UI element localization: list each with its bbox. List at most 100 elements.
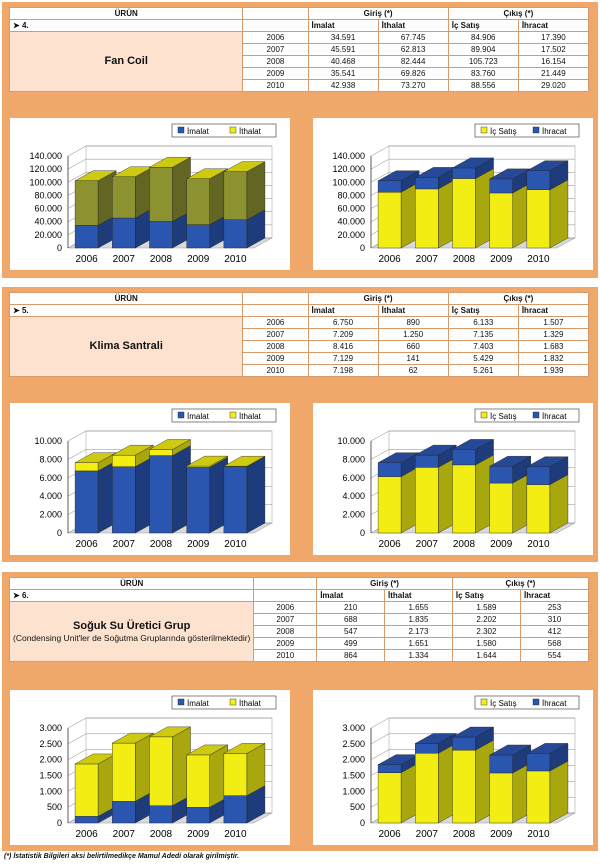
value-cell: 7.209 bbox=[307, 328, 379, 341]
y-tick-label: 1.500 bbox=[39, 771, 62, 781]
y-tick-label: 100.000 bbox=[332, 177, 365, 187]
chart-box: 0 2.000 4.000 6.000 8.000 10.000 2006 2007 2008 2… bbox=[313, 403, 593, 555]
gridline bbox=[370, 430, 575, 442]
value-cell: 1.832 bbox=[517, 352, 590, 365]
y-tick-label: 60.000 bbox=[34, 204, 62, 214]
legend-label: İthalat bbox=[239, 699, 262, 708]
bar-segment bbox=[111, 166, 155, 219]
legend-label: İç Satış bbox=[490, 127, 517, 136]
value-cell: 5.429 bbox=[447, 352, 519, 365]
y-tick-label: 6.000 bbox=[39, 473, 62, 483]
year-cell: 2010 bbox=[253, 649, 318, 662]
outputs-header: Çıkış (*) bbox=[451, 577, 590, 590]
value-cell: 21.449 bbox=[517, 67, 590, 80]
bar-segment bbox=[149, 211, 191, 249]
value-cell: 1.939 bbox=[517, 364, 590, 377]
col-ic-satis: İç Satış bbox=[451, 589, 521, 602]
bar-segment bbox=[451, 439, 495, 466]
data-table: ÜRÜN Giriş (*) Çıkış (*) ➤ 4. İmalat İthalat İ… bbox=[8, 7, 590, 92]
year-cell: 2008 bbox=[242, 55, 309, 68]
x-tick-label: 2007 bbox=[113, 829, 136, 840]
value-cell: 2.302 bbox=[451, 625, 521, 638]
y-tick-label: 40.000 bbox=[34, 217, 62, 227]
year-cell: 2006 bbox=[242, 316, 309, 329]
y-tick-label: 0 bbox=[57, 528, 62, 538]
value-cell: 88.556 bbox=[447, 79, 519, 92]
value-cell: 660 bbox=[377, 340, 449, 353]
col-ihracat: İhracat bbox=[517, 304, 590, 317]
value-cell: 1.651 bbox=[384, 637, 453, 650]
bar-segment bbox=[223, 209, 266, 249]
product-header: ÜRÜN bbox=[8, 7, 244, 20]
y-tick-label: 2.500 bbox=[342, 739, 365, 749]
x-tick-label: 2006 bbox=[378, 829, 401, 840]
col-imalat: İmalat bbox=[316, 589, 386, 602]
bar-segment bbox=[74, 460, 117, 534]
legend-swatch bbox=[480, 411, 488, 419]
y-tick-label: 8.000 bbox=[342, 454, 365, 464]
year-cell: 2007 bbox=[242, 43, 309, 56]
x-tick-label: 2006 bbox=[378, 254, 401, 265]
bar-segment bbox=[377, 466, 420, 534]
x-tick-label: 2010 bbox=[527, 539, 550, 550]
gridline bbox=[370, 158, 575, 170]
x-tick-label: 2008 bbox=[150, 539, 173, 550]
col-ihracat: İhracat bbox=[519, 589, 590, 602]
y-tick-label: 4.000 bbox=[39, 491, 62, 501]
product-name: Soğuk Su Üretici Grup (Condensing Unit'le… bbox=[8, 601, 255, 662]
value-cell: 82.444 bbox=[377, 55, 449, 68]
bar-segment bbox=[186, 214, 228, 249]
x-tick-label: 2009 bbox=[187, 829, 210, 840]
value-cell: 73.270 bbox=[377, 79, 449, 92]
y-tick-label: 1.000 bbox=[39, 786, 62, 796]
outputs-header: Çıkış (*) bbox=[447, 7, 590, 20]
y-tick-label: 500 bbox=[350, 802, 365, 812]
bar-segment bbox=[185, 168, 229, 225]
col-ithalat: İthalat bbox=[377, 304, 449, 317]
x-tick-label: 2009 bbox=[490, 254, 513, 265]
value-cell: 7.135 bbox=[447, 328, 519, 341]
y-tick-label: 10.000 bbox=[34, 436, 62, 446]
y-tick-label: 0 bbox=[360, 528, 365, 538]
value-cell: 6.133 bbox=[447, 316, 519, 329]
year-cell: 2006 bbox=[242, 31, 309, 44]
y-tick-label: 2.000 bbox=[342, 510, 365, 520]
legend-label: İthalat bbox=[239, 127, 262, 136]
data-table: ÜRÜN Giriş (*) Çıkış (*) ➤ 6. İmalat İthalat İ… bbox=[8, 577, 590, 662]
y-tick-label: 80.000 bbox=[34, 190, 62, 200]
gridline bbox=[370, 733, 575, 745]
bar-segment bbox=[526, 456, 569, 485]
value-cell: 1.835 bbox=[384, 613, 453, 626]
value-cell: 2.202 bbox=[451, 613, 521, 626]
value-cell: 1.683 bbox=[517, 340, 590, 353]
legend-swatch bbox=[177, 411, 185, 419]
col-imalat: İmalat bbox=[307, 304, 379, 317]
legend-swatch bbox=[532, 411, 540, 419]
bar-segment bbox=[149, 795, 191, 824]
data-table: ÜRÜN Giriş (*) Çıkış (*) ➤ 5. İmalat İthalat İ… bbox=[8, 292, 590, 377]
table-row: 2010 42.938 73.270 88.556 29.020 bbox=[10, 79, 590, 92]
x-tick-label: 2010 bbox=[224, 829, 247, 840]
value-cell: 253 bbox=[519, 601, 590, 614]
value-cell: 89.904 bbox=[447, 43, 519, 56]
value-cell: 34.591 bbox=[307, 31, 379, 44]
x-tick-label: 2010 bbox=[224, 539, 247, 550]
section-number: ➤ 5. bbox=[8, 304, 244, 317]
value-cell: 1.589 bbox=[451, 601, 521, 614]
y-tick-label: 80.000 bbox=[337, 190, 365, 200]
bar-segment bbox=[488, 455, 532, 484]
inputs-header: Giriş (*) bbox=[316, 577, 453, 590]
col-ihracat: İhracat bbox=[517, 19, 590, 32]
x-tick-label: 2007 bbox=[113, 539, 136, 550]
value-cell: 62 bbox=[377, 364, 449, 377]
x-tick-label: 2008 bbox=[150, 829, 173, 840]
legend-label: İç Satış bbox=[490, 699, 517, 708]
chart-legend: İç Satış İhracat bbox=[474, 123, 580, 138]
chart-fan-coil-cikis: 0 20.000 40.000 60.000 80.000 100.000 120.000 1… bbox=[332, 123, 580, 265]
bar-segment bbox=[452, 454, 494, 534]
chart-box: 0 20.000 40.000 60.000 80.000 100.000 120.000 1… bbox=[10, 118, 290, 270]
bar-segment bbox=[186, 796, 228, 824]
bar-segment bbox=[414, 444, 458, 468]
value-cell: 5.261 bbox=[447, 364, 519, 377]
year-cell: 2008 bbox=[242, 340, 309, 353]
